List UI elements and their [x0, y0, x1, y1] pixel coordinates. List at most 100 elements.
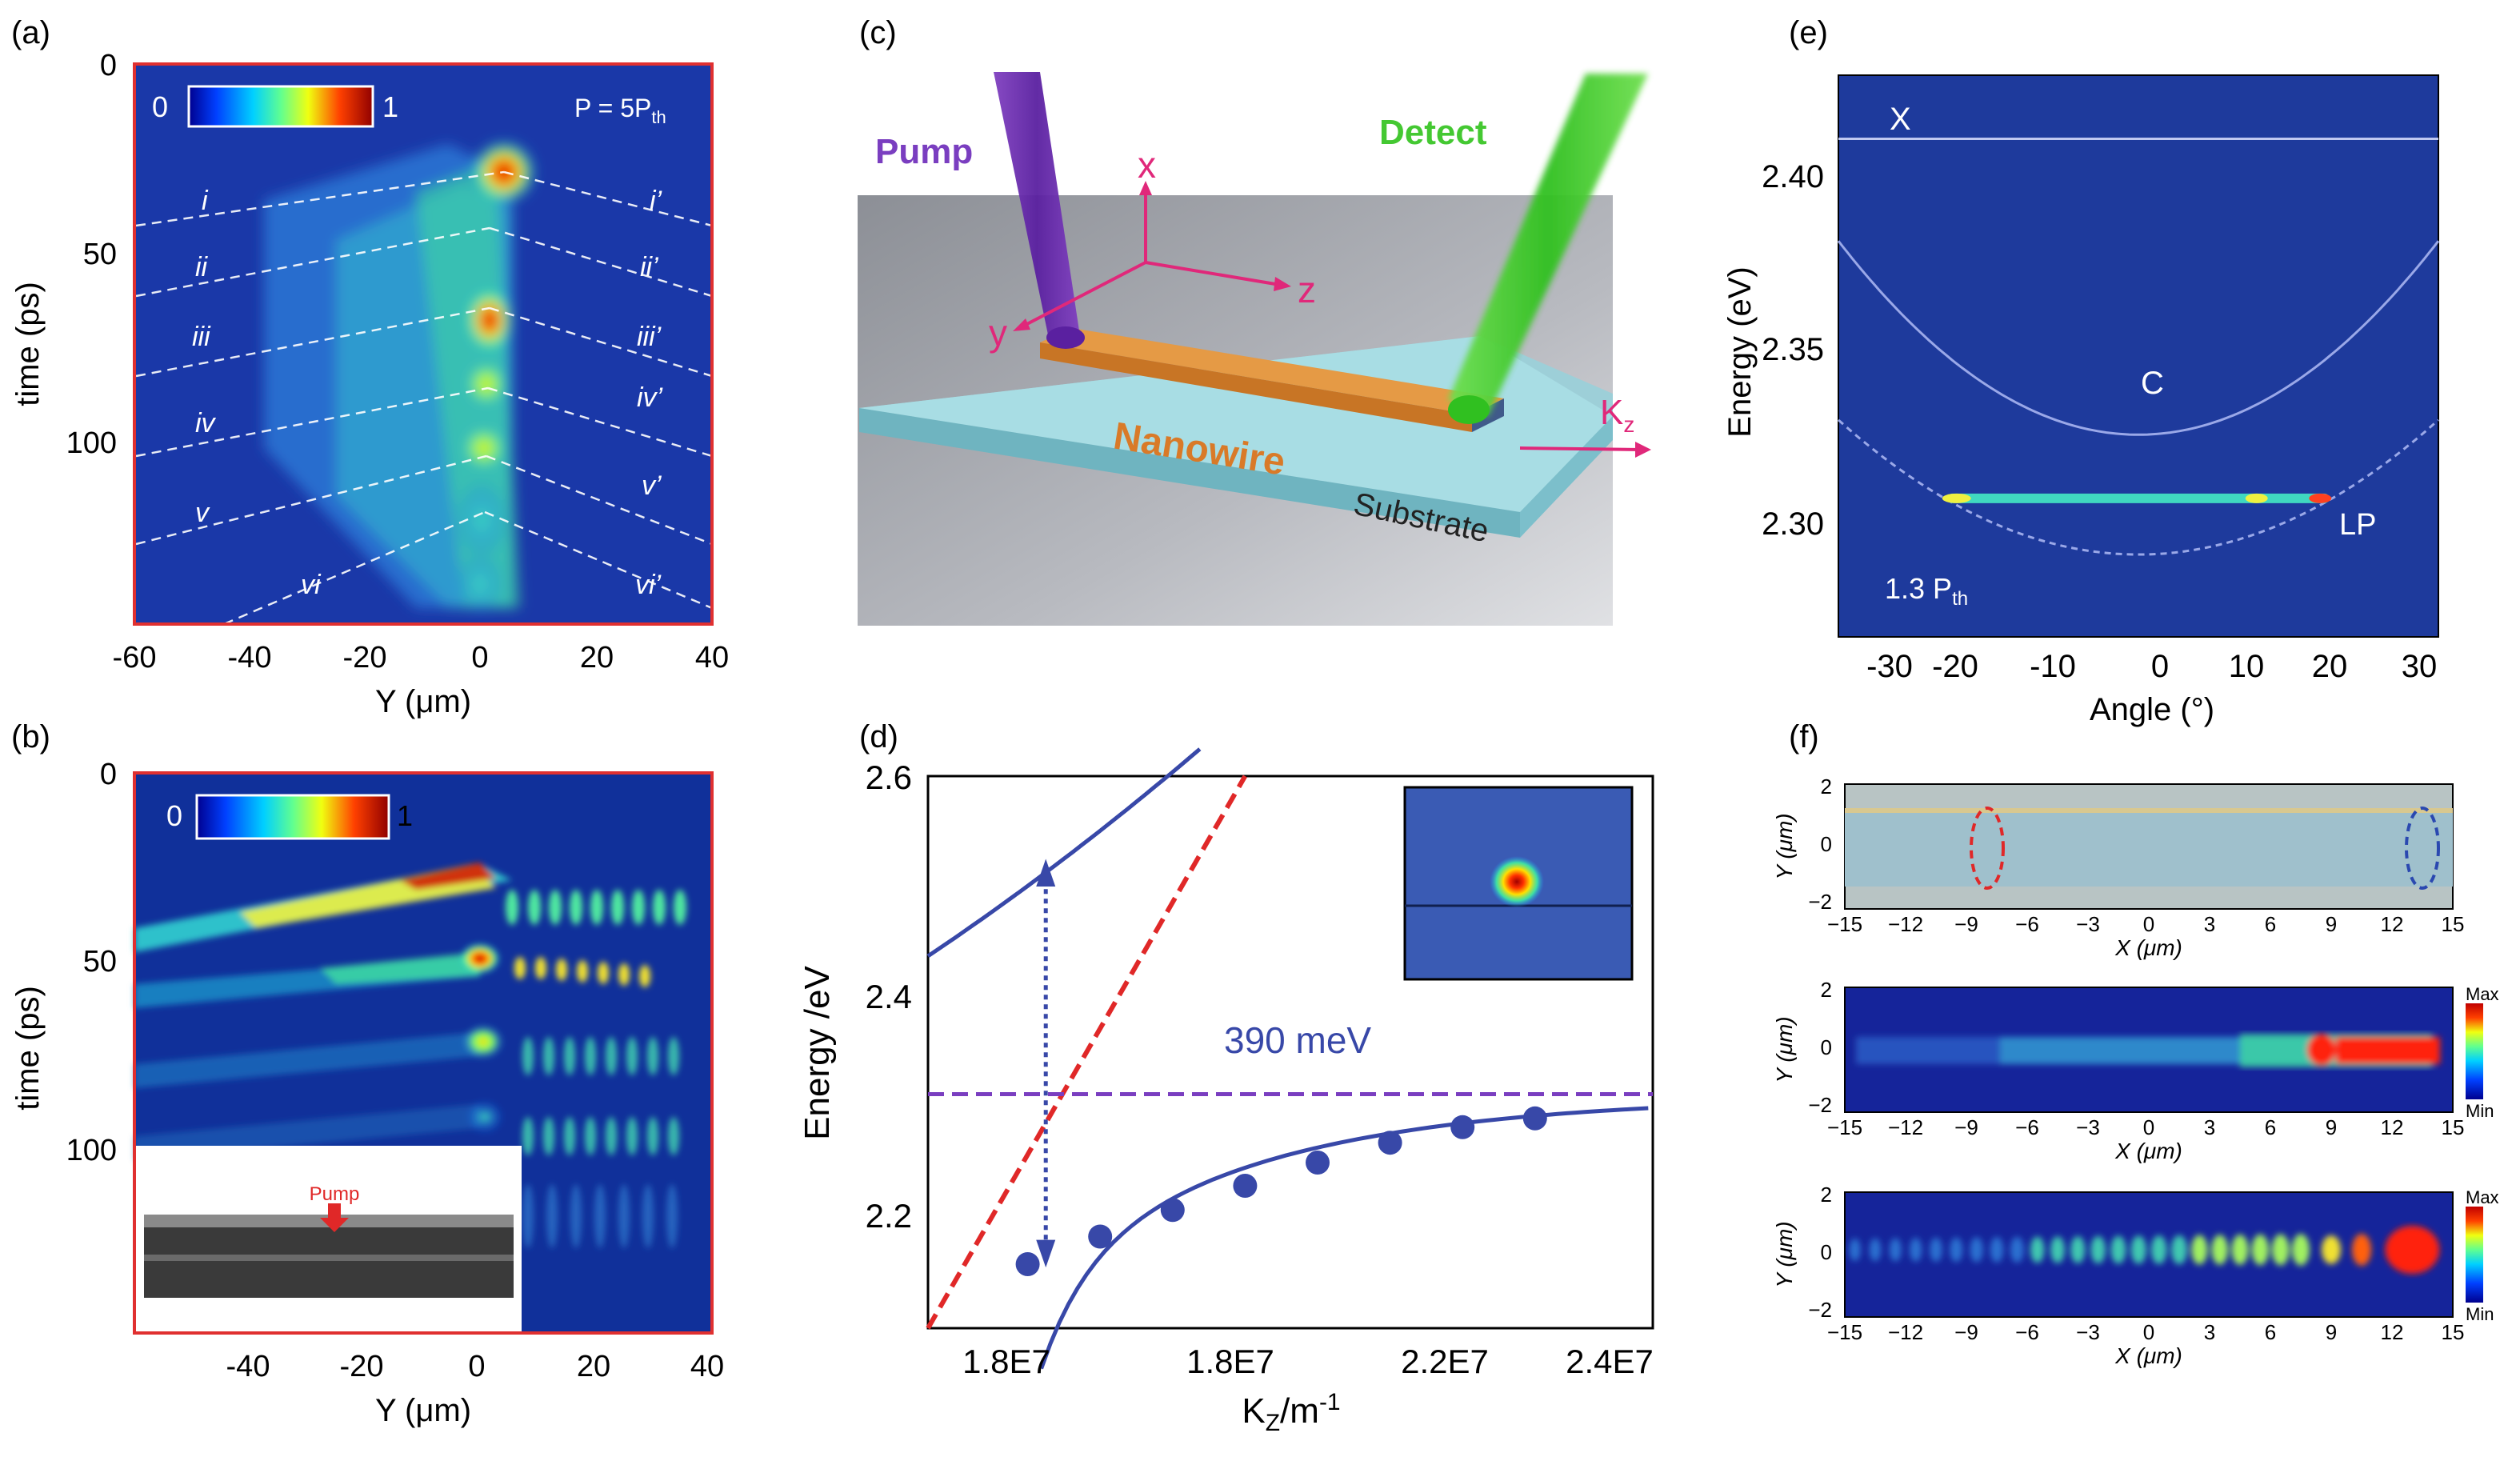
axes-icon [1013, 181, 1651, 458]
fringe [2090, 1235, 2106, 1264]
xtick-f: −15 [1827, 912, 1862, 936]
xtick-a: -20 [343, 641, 387, 674]
xtick-f: 9 [2326, 912, 2337, 936]
colorbar-b-min: 0 [166, 799, 182, 832]
fringe [1869, 1238, 1882, 1262]
detect-spot-marker [2405, 807, 2440, 890]
sem-pump-label: Pump [310, 1183, 360, 1205]
xlabel-b: Y (μm) [375, 1393, 471, 1428]
colorbar-b [195, 794, 390, 840]
ylabel-a: time (ps) [10, 282, 46, 406]
xticks-a: -60 -40 -20 0 20 40 [113, 641, 730, 674]
nanowire-side [1040, 342, 1472, 432]
ytick-f: 2 [1821, 978, 1832, 1002]
cb-min-f1: Min [2466, 1101, 2494, 1121]
xtick-e: -20 [1932, 649, 1978, 684]
substrate-face [859, 336, 1613, 512]
kz-label: Kz [1600, 393, 1634, 437]
fringe [2292, 1234, 2310, 1266]
lasing-spot [2309, 493, 2332, 503]
label-iv: iv [195, 408, 217, 438]
nanowire-top [1040, 328, 1504, 414]
xtick-a: 40 [695, 641, 729, 674]
fringe [2385, 1226, 2440, 1274]
xlabel-e: Angle (°) [2090, 692, 2214, 727]
panel-label-c: (c) [859, 15, 897, 50]
substrate-side [859, 408, 1520, 538]
xtick-b: -20 [340, 1350, 384, 1383]
label-ii-prime: ii’ [640, 252, 658, 282]
xtick-e: -30 [1866, 649, 1913, 684]
heatmap-a-signal [264, 140, 536, 616]
xticks-d: 1.8E7 1.8E7 2.2E7 2.4E7 [962, 1343, 1654, 1380]
xtick-f: −3 [2076, 1320, 2100, 1344]
lower-branch-curve [1039, 1106, 1649, 1370]
substrate-end [1520, 416, 1613, 538]
yticks-b: 0 50 100 [66, 758, 117, 1167]
fringe [2110, 1235, 2126, 1264]
fringe [2231, 1234, 2249, 1266]
sem-wire-mid [144, 1255, 514, 1261]
ytick-d: 2.4 [866, 978, 912, 1015]
xtick-e: 20 [2312, 649, 2348, 684]
label-i: i [202, 186, 209, 216]
xlabel-f: X (μm) [2114, 1343, 2182, 1368]
ytick-f: −2 [1808, 890, 1832, 914]
ytick-f: 0 [1821, 832, 1832, 856]
xtick-a: -40 [228, 641, 272, 674]
ylabel-d: Energy /eV [798, 966, 837, 1140]
fringe [2130, 1235, 2146, 1264]
cb-max-f1: Max [2466, 984, 2499, 1004]
panel-label-d: (d) [859, 719, 898, 755]
ytick-d: 2.2 [866, 1197, 912, 1235]
xtick-f: 15 [2442, 912, 2465, 936]
xtick-f: 6 [2265, 1115, 2276, 1139]
sem-pump-arrow-icon [320, 1203, 349, 1232]
upper-branch-curve [926, 747, 1202, 958]
label-iv-prime: iv’ [637, 382, 663, 413]
fringe [2171, 1235, 2187, 1265]
panel-b: (b) [10, 719, 724, 1428]
xlabel-d: KZ/m-1 [1242, 1389, 1340, 1436]
ylabel-e: Energy (eV) [1722, 266, 1758, 437]
panel-e: (e) X C LP 1.3 Pth -30 -20 -10 0 10 20 3… [1722, 15, 2440, 727]
lower-polariton-curve [1838, 418, 2439, 556]
fringe [2030, 1236, 2045, 1263]
ytick-f: 0 [1821, 1035, 1832, 1059]
fringe [1889, 1238, 1902, 1262]
xticks-b: -40 -20 0 20 40 [226, 1350, 725, 1383]
xtick-f: 0 [2143, 1115, 2154, 1139]
xtick-a: 0 [471, 641, 488, 674]
ytick-f: −2 [1808, 1298, 1832, 1322]
mode-inset-d [1403, 786, 1634, 981]
fringe [1930, 1237, 1942, 1263]
ytick-b: 0 [100, 758, 117, 791]
ylabel-f: Y (μm) [1772, 1016, 1797, 1083]
axis-z-label: z [1298, 269, 1316, 310]
label-iii: iii [192, 322, 211, 352]
fringe [1910, 1238, 1922, 1262]
xtick-f: −6 [2015, 1115, 2039, 1139]
ytick-f: 0 [1821, 1240, 1832, 1264]
xtick-f: 6 [2265, 912, 2276, 936]
emission-simulated-signal [1849, 1226, 2440, 1274]
xlabel-a: Y (μm) [375, 684, 471, 719]
xlabel-f: X (μm) [2114, 1139, 2182, 1163]
colorbar-a-max: 1 [382, 90, 398, 123]
xtick-f: 0 [2143, 912, 2154, 936]
yticks-e: 2.30 2.35 2.40 [1762, 159, 1824, 542]
axes-f: −15 −12 −9 −6 −3 0 3 6 9 12 15X (μm)20−2Y (μm)−15−… [1772, 775, 2464, 1368]
xtick-f: −15 [1827, 1115, 1862, 1139]
plot-e-background [1838, 74, 2439, 638]
xtick-f: −6 [2015, 1320, 2039, 1344]
optical-wire-f [1845, 810, 2453, 887]
label-iii-prime: iii’ [637, 322, 662, 352]
gap-arrow-down-icon [1036, 1239, 1056, 1268]
fringe [2271, 1234, 2290, 1266]
data-point [1088, 1224, 1113, 1249]
fringe [2251, 1234, 2269, 1266]
detect-beam [1448, 74, 1648, 424]
fringe [2050, 1236, 2065, 1263]
xtick-f: −3 [2076, 1115, 2100, 1139]
energy-gap-annotation: 390 meV [1224, 1019, 1371, 1061]
